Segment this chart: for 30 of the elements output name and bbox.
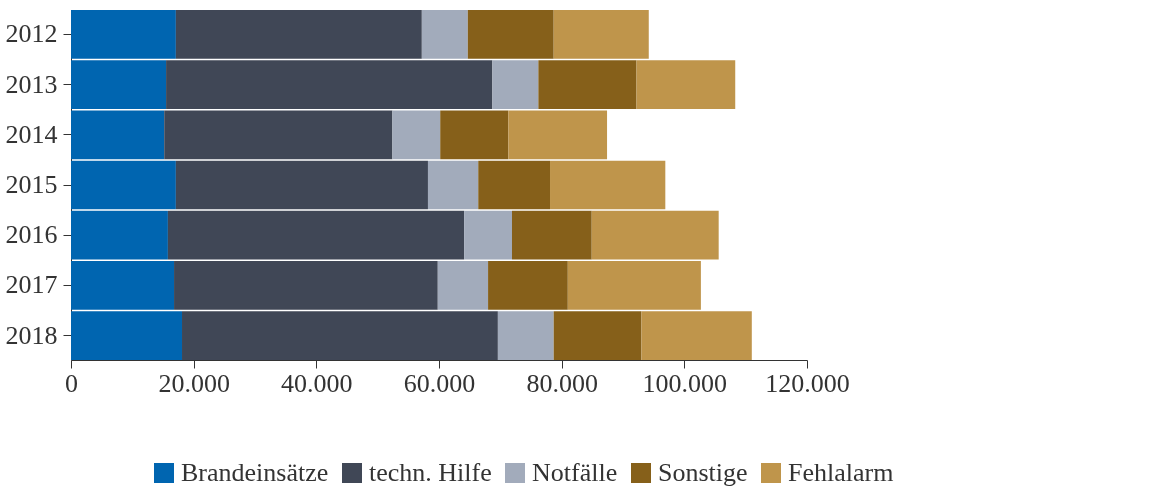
y-tick-label: 2013	[5, 69, 58, 99]
bar	[392, 110, 441, 160]
y-tick-label: 2017	[5, 270, 58, 300]
bar	[421, 10, 468, 59]
x-tick-label: 60.000	[403, 368, 476, 398]
bar	[478, 160, 551, 210]
legend-label: techn. Hilfe	[369, 458, 492, 487]
x-tick-label: 0	[65, 368, 78, 398]
y-tick-label: 2015	[5, 170, 58, 199]
bar	[492, 60, 539, 109]
bar	[440, 110, 509, 160]
y-tick-label: 2012	[5, 19, 58, 49]
bar	[550, 160, 666, 210]
bar	[427, 160, 479, 210]
x-tick-label: 100.000	[642, 368, 728, 398]
y-tick-label: 2018	[5, 320, 58, 350]
bar	[508, 110, 608, 160]
legend-label: Brandeinsätze	[181, 458, 329, 487]
legend-label: Notfälle	[532, 458, 618, 487]
y-tick-label: 2014	[5, 119, 58, 149]
x-tick-label: 120.000	[765, 368, 850, 398]
legend-label: Fehlalarm	[788, 458, 894, 487]
legend-label: Sonstige	[658, 458, 748, 487]
y-tick-label: 2016	[5, 220, 58, 250]
bar	[71, 160, 176, 210]
x-tick-label: 40.000	[281, 368, 353, 398]
x-tick-label: 80.000	[526, 368, 598, 398]
x-tick-label: 20.000	[158, 368, 230, 398]
bar	[497, 311, 554, 360]
bar	[175, 160, 428, 210]
